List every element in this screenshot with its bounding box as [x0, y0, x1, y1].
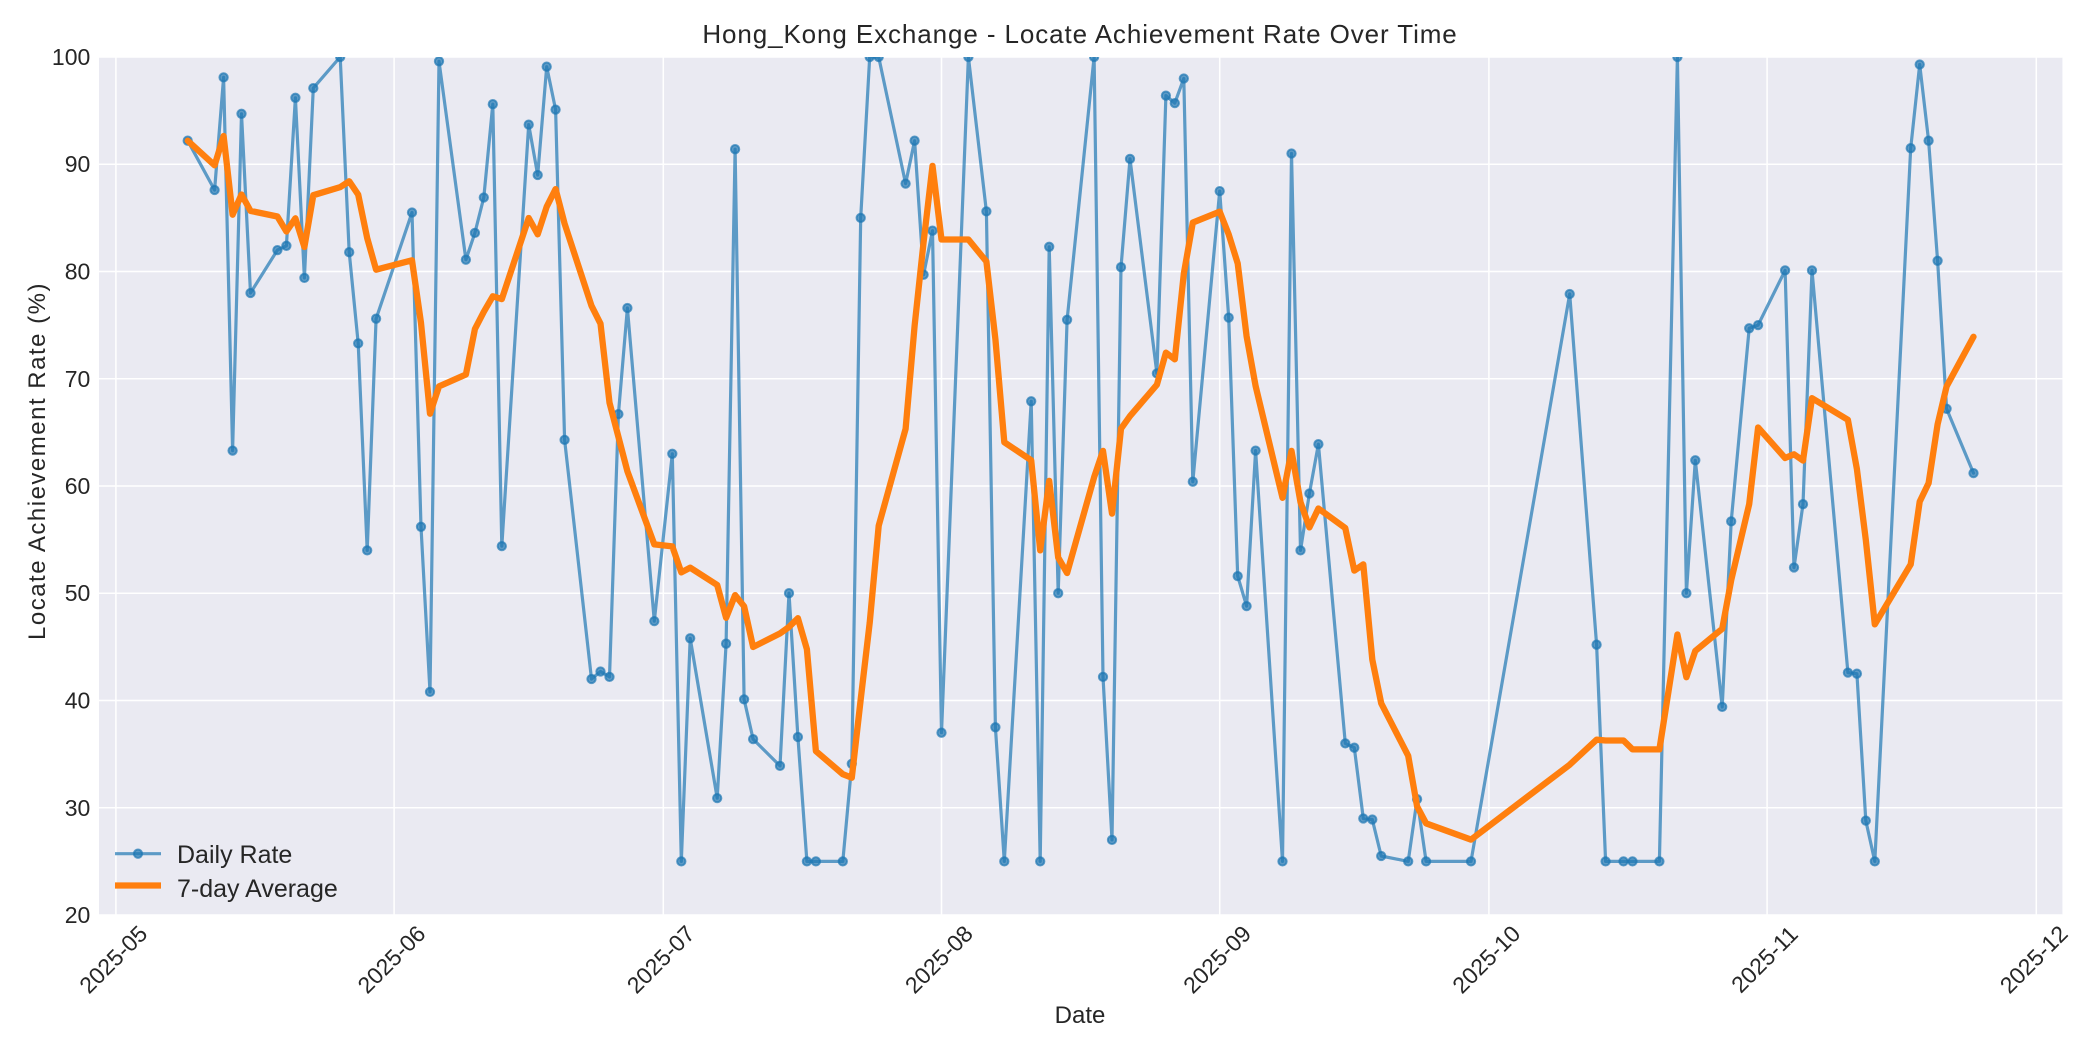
svg-text:60: 60 [65, 473, 91, 499]
svg-text:80: 80 [65, 259, 91, 285]
svg-text:30: 30 [65, 795, 91, 821]
svg-text:Daily Rate: Daily Rate [177, 841, 292, 869]
svg-text:20: 20 [65, 902, 91, 928]
svg-text:50: 50 [65, 580, 91, 606]
svg-text:90: 90 [65, 151, 91, 177]
svg-text:Locate Achievement Rate (%): Locate Achievement Rate (%) [24, 282, 51, 640]
svg-text:Date: Date [1055, 1002, 1106, 1029]
svg-text:40: 40 [65, 688, 91, 714]
svg-text:70: 70 [65, 366, 91, 392]
svg-text:100: 100 [52, 44, 90, 70]
svg-text:7-day Average: 7-day Average [177, 875, 338, 903]
svg-text:Hong_Kong Exchange - Locate Ac: Hong_Kong Exchange - Locate Achievement … [702, 19, 1457, 49]
